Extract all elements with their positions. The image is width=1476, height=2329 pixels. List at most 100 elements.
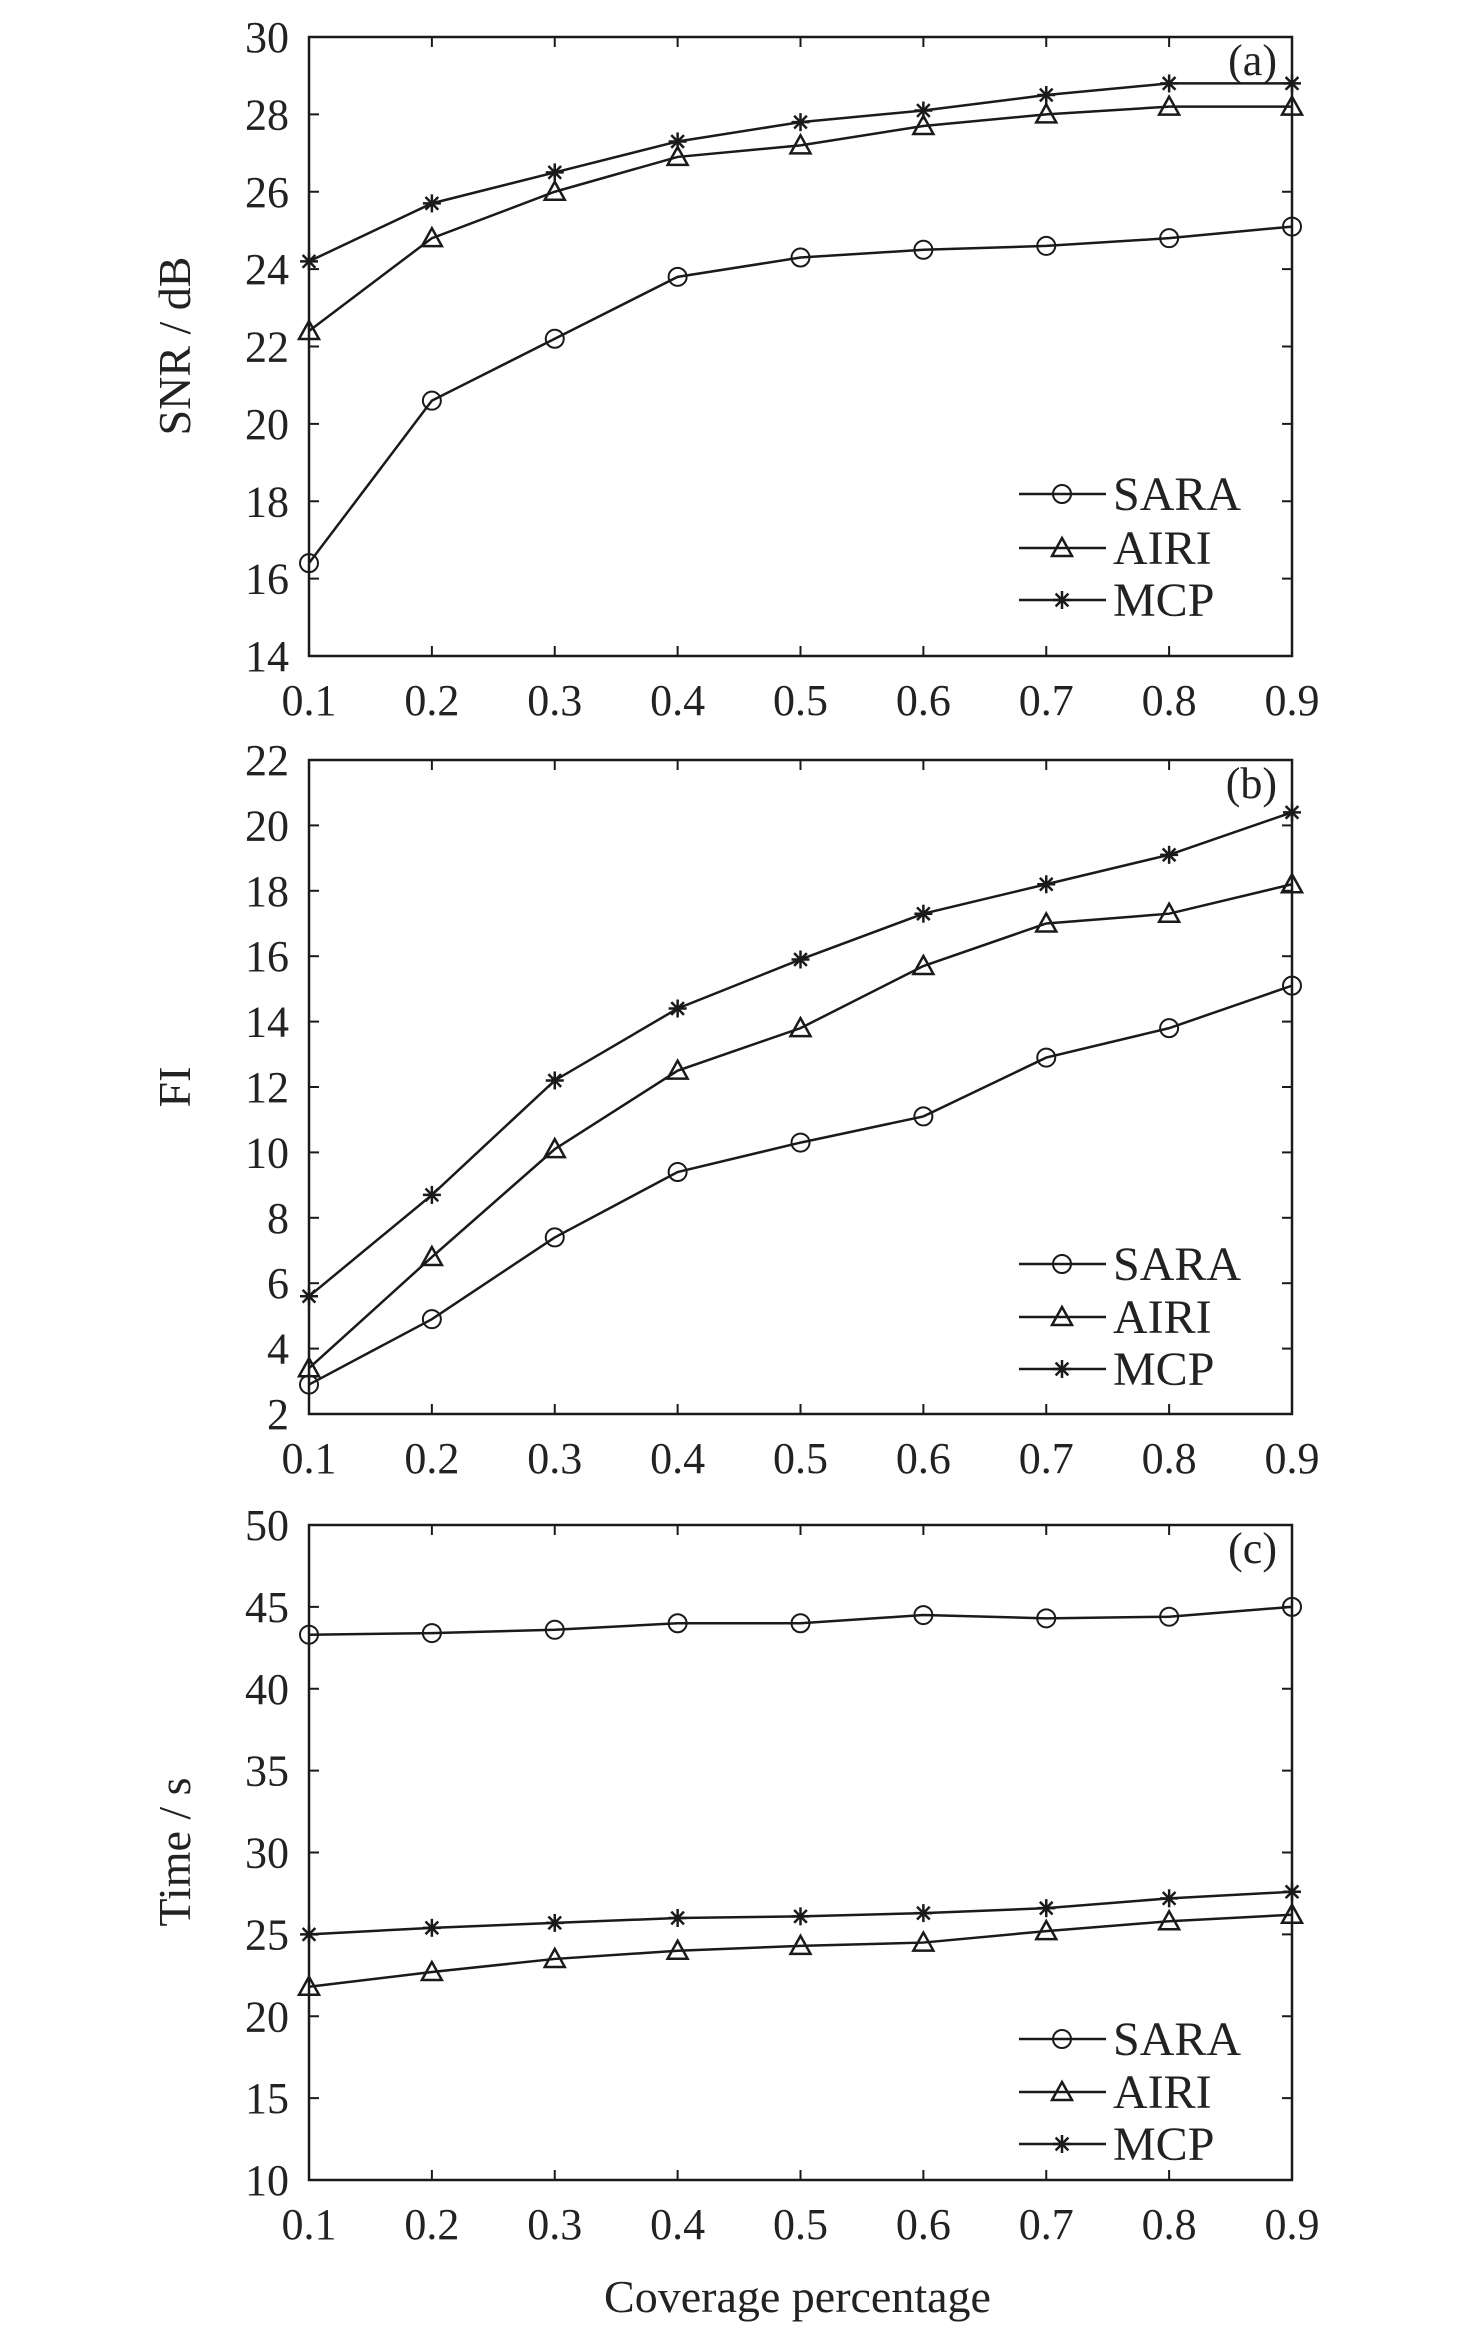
y-tick-label: 30 (245, 13, 289, 62)
data-point-triangle (542, 1946, 567, 1969)
data-point-triangle (296, 1974, 322, 1997)
legend-marker-circle (1052, 2029, 1072, 2049)
x-tick-label: 0.8 (1142, 676, 1197, 725)
legend-label: MCP (1113, 2118, 1214, 2171)
series-line (308, 225, 1293, 564)
data-point-asterisk (1160, 74, 1179, 93)
x-tick-label: 0.5 (773, 2200, 828, 2249)
series-line (308, 105, 1292, 333)
legend-entry-sara: SARA (1019, 1238, 1241, 1291)
y-tick-label: 6 (267, 1259, 289, 1308)
legend-marker-circle (1052, 1254, 1072, 1274)
data-point-triangle (1279, 94, 1305, 116)
data-point-asterisk (914, 904, 933, 923)
y-tick-label: 16 (245, 555, 289, 604)
data-point-circle (299, 1624, 319, 1645)
data-point-circle (913, 239, 934, 260)
data-point-triangle (788, 132, 813, 155)
asterisk-stroke (1161, 76, 1177, 91)
data-point-circle (1159, 1606, 1180, 1627)
data-point-asterisk (914, 101, 933, 120)
series-sara (299, 1596, 1302, 1645)
asterisk-stroke (793, 114, 808, 130)
y-tick-label: 22 (245, 736, 289, 785)
data-point-triangle (665, 144, 690, 167)
y-tick-label: 45 (245, 1583, 289, 1632)
legend-marker-circle (1052, 484, 1072, 504)
legend-entry-airi: AIRI (1019, 2066, 1212, 2119)
data-point-triangle (1157, 901, 1182, 923)
x-tick-label: 0.9 (1265, 676, 1320, 725)
data-point-triangle (911, 113, 936, 136)
y-tick-label: 20 (245, 801, 289, 850)
asterisk-stroke (1284, 76, 1300, 91)
asterisk-stroke (1284, 805, 1300, 820)
data-point-triangle (1157, 1908, 1182, 1931)
asterisk-stroke (670, 1001, 685, 1016)
asterisk-stroke (1039, 877, 1054, 892)
y-tick-label: 20 (245, 1992, 289, 2041)
asterisk-stroke (1054, 592, 1070, 608)
data-point-triangle (911, 953, 936, 976)
data-point-circle (1282, 1596, 1302, 1617)
data-point-triangle (665, 1938, 690, 1960)
x-tick-label: 0.1 (282, 1434, 337, 1483)
x-tick-label: 0.2 (404, 2200, 459, 2249)
x-tick-label: 0.6 (896, 676, 951, 725)
asterisk-stroke (1054, 2136, 1070, 2152)
legend-entry-mcp: MCP (1019, 2118, 1214, 2171)
data-point-asterisk (914, 1904, 933, 1923)
y-axis-label: FI (149, 1067, 200, 1108)
asterisk-stroke (547, 165, 562, 180)
data-point-circle (913, 1605, 934, 1626)
asterisk-stroke (424, 1920, 440, 1936)
legend-entry-sara: SARA (1019, 468, 1241, 521)
data-point-asterisk (545, 1071, 564, 1090)
y-tick-label: 2 (267, 1390, 289, 1439)
series-airi (296, 1902, 1305, 1997)
x-tick-label: 0.2 (404, 676, 459, 725)
asterisk-stroke (1039, 1900, 1054, 1916)
legend-label: MCP (1113, 1343, 1214, 1396)
data-point-asterisk (668, 999, 687, 1018)
series-airi (296, 94, 1305, 341)
data-point-triangle (1157, 94, 1182, 116)
data-point-asterisk (1283, 803, 1301, 822)
data-point-asterisk (422, 1185, 441, 1204)
data-point-asterisk (1037, 875, 1056, 894)
data-point-circle (421, 390, 442, 411)
data-point-circle (421, 1309, 442, 1330)
data-point-triangle (911, 1929, 936, 1952)
legend-entry-sara: SARA (1019, 2013, 1241, 2066)
data-point-asterisk (791, 1907, 810, 1926)
data-point-asterisk (545, 163, 564, 182)
data-point-circle (544, 1619, 565, 1640)
x-tick-label: 0.7 (1019, 1434, 1074, 1483)
x-tick-label: 0.1 (282, 676, 337, 725)
data-point-triangle (1034, 910, 1059, 933)
series-line (308, 883, 1293, 1370)
series-mcp (300, 1882, 1301, 1944)
data-point-circle (1159, 228, 1180, 249)
legend-label: AIRI (1113, 1291, 1212, 1344)
series-mcp (300, 803, 1301, 1306)
data-point-circle (667, 1162, 688, 1183)
data-point-asterisk (545, 1913, 564, 1932)
y-tick-label: 40 (245, 1665, 289, 1714)
legend-label: SARA (1113, 2013, 1241, 2066)
x-tick-label: 0.2 (404, 1434, 459, 1483)
legend-marker-triangle (1049, 535, 1075, 558)
asterisk-stroke (1161, 1891, 1177, 1906)
x-tick-label: 0.8 (1142, 2200, 1197, 2249)
asterisk-stroke (670, 1910, 685, 1926)
x-tick-label: 0.9 (1265, 2200, 1320, 2249)
data-point-asterisk (422, 194, 441, 213)
asterisk-stroke (301, 1927, 317, 1942)
chart-panel-b: 2 4 6 8 10 12 14 16 18 20 22 0.1 0.2 0.3 0.4 0.5 0.6 0.7 0… (149, 736, 1320, 1483)
data-point-asterisk (422, 1918, 441, 1937)
x-tick-label: 0.7 (1019, 2200, 1074, 2249)
legend-label: AIRI (1113, 522, 1212, 575)
legend-marker-triangle (1049, 2079, 1075, 2102)
data-point-circle (1159, 1018, 1180, 1039)
y-tick-label: 16 (245, 932, 289, 981)
